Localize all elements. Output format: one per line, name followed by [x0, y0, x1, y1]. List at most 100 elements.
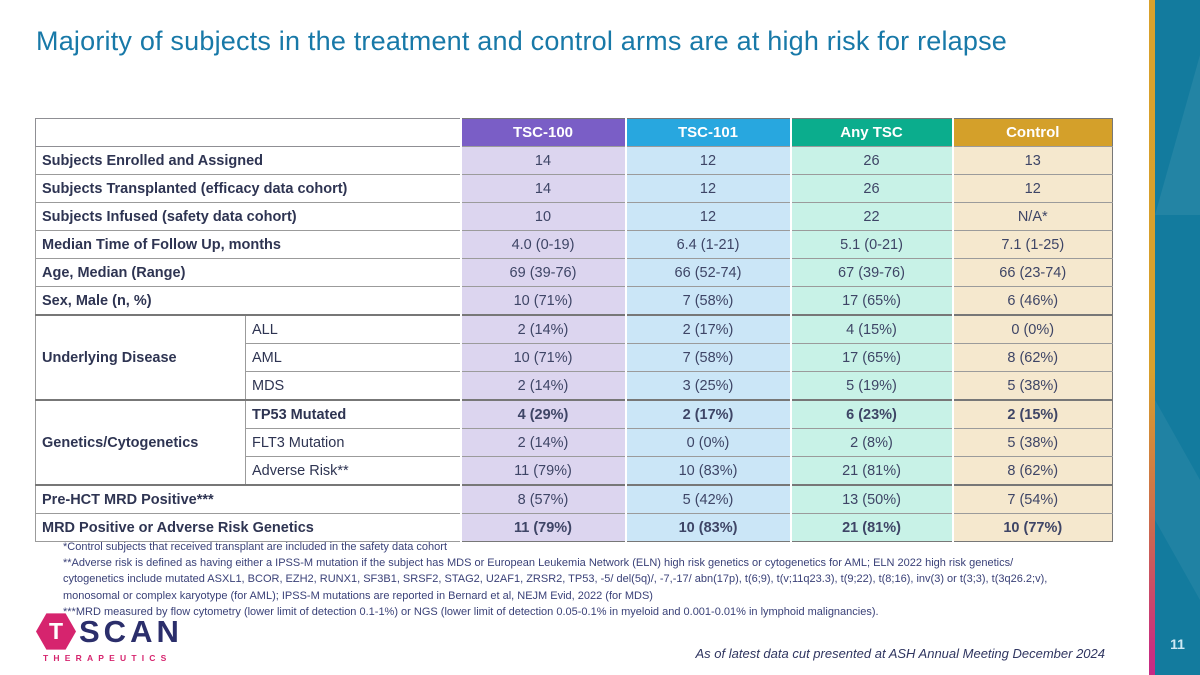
page-number: 11	[1170, 636, 1185, 652]
data-cell: 26	[789, 174, 953, 203]
data-cell: 2 (14%)	[459, 428, 626, 457]
data-cell: 10 (83%)	[624, 513, 791, 542]
row-label: Sex, Male (n, %)	[35, 286, 461, 316]
data-cell: 2 (14%)	[459, 314, 626, 344]
data-cell: 66 (23-74)	[951, 258, 1113, 287]
table-row: FLT3 Mutation 2 (14%) 0 (0%) 2 (8%) 5 (38%)	[36, 428, 1113, 457]
data-cell: 4.0 (0-19)	[459, 230, 626, 259]
footnotes: *Control subjects that received transpla…	[63, 539, 1148, 620]
row-label: Subjects Transplanted (efficacy data coh…	[35, 174, 461, 203]
data-cell: 11 (79%)	[459, 456, 626, 485]
data-cell: 11 (79%)	[459, 513, 626, 542]
data-cell: 8 (62%)	[951, 343, 1113, 372]
data-cell: N/A*	[951, 202, 1113, 231]
logo-hex-letter: T	[48, 618, 64, 644]
subjects-table: TSC-100 TSC-101 Any TSC Control Subjects En…	[35, 118, 1113, 542]
row-group-label: Genetics/Cytogenetics	[35, 399, 246, 486]
table-row: Subjects Infused (safety data cohort) 10 1…	[35, 202, 1113, 231]
row-sub-label: FLT3 Mutation	[245, 428, 461, 457]
row-sub-label: TP53 Mutated	[245, 399, 461, 429]
data-cell: 8 (57%)	[459, 484, 626, 514]
table-row: MDS 2 (14%) 3 (25%) 5 (19%) 5 (38%)	[36, 371, 1113, 401]
data-cell: 5 (38%)	[951, 371, 1113, 400]
data-cell: 66 (52-74)	[624, 258, 791, 287]
row-label: Subjects Enrolled and Assigned	[35, 146, 461, 175]
row-label: Age, Median (Range)	[35, 258, 461, 287]
data-cell: 14	[459, 174, 626, 203]
data-cell: 5.1 (0-21)	[789, 230, 953, 259]
data-cell: 7 (58%)	[624, 343, 791, 372]
data-cell: 7 (54%)	[951, 484, 1113, 514]
data-cell: 10	[459, 202, 626, 231]
row-group-label: Underlying Disease	[35, 314, 246, 401]
row-label: Median Time of Follow Up, months	[35, 230, 461, 259]
table-row: Underlying Disease ALL 2 (14%) 2 (17%) 4 (15…	[35, 314, 1113, 401]
gradient-stripe	[1149, 0, 1155, 675]
data-cell: 6.4 (1-21)	[624, 230, 791, 259]
data-cell: 5 (19%)	[789, 371, 953, 400]
footnote-line: **Adverse risk is defined as having eith…	[63, 557, 1014, 570]
data-cell: 4 (29%)	[459, 399, 626, 429]
data-cell: 10 (77%)	[951, 513, 1113, 542]
data-cell: 21 (81%)	[789, 456, 953, 485]
table-body: Subjects Enrolled and Assigned 14 12 26 13 Su…	[35, 146, 1113, 542]
footnote-line: cytogenetics include mutated ASXL1, BCOR…	[63, 573, 1048, 586]
data-cell: 17 (65%)	[789, 286, 953, 315]
band-pattern-bottom	[1155, 400, 1200, 600]
row-sub-label: MDS	[245, 371, 461, 401]
row-label: Pre-HCT MRD Positive***	[35, 484, 461, 514]
data-cell: 6 (46%)	[951, 286, 1113, 315]
subjects-table-wrap: TSC-100 TSC-101 Any TSC Control Subjects En…	[35, 118, 1113, 542]
table-row: Subjects Transplanted (efficacy data coh…	[35, 174, 1113, 203]
data-cell: 5 (38%)	[951, 428, 1113, 457]
logo-wordmark: SCAN	[79, 613, 183, 649]
footnote-line: ***MRD measured by flow cytometry (lower…	[63, 605, 879, 618]
slide-title: Majority of subjects in the treatment an…	[36, 26, 1008, 56]
table-row: MRD Positive or Adverse Risk Genetics 11 …	[35, 513, 1113, 542]
tscan-hexagon-icon: T	[36, 613, 76, 650]
data-cell: 13	[951, 146, 1113, 175]
table-corner-cell	[35, 118, 461, 147]
data-cell: 12	[624, 202, 791, 231]
table-row: AML 10 (71%) 7 (58%) 17 (65%) 8 (62%)	[36, 343, 1113, 372]
data-cell: 67 (39-76)	[789, 258, 953, 287]
row-sub-label: Adverse Risk**	[245, 456, 461, 486]
data-cell: 3 (25%)	[624, 371, 791, 400]
data-cell: 5 (42%)	[624, 484, 791, 514]
data-cell: 6 (23%)	[789, 399, 953, 429]
row-sub-label: AML	[245, 343, 461, 372]
logo-subtitle: THERAPEUTICS	[43, 653, 172, 663]
footnote-line: monosomal or complex karyotype (for AML)…	[63, 589, 653, 602]
column-header-control: Control	[951, 118, 1113, 147]
data-cell: 2 (17%)	[624, 314, 791, 344]
data-cut-annotation: As of latest data cut presented at ASH A…	[695, 646, 1106, 661]
data-cell: 10 (71%)	[459, 343, 626, 372]
row-sub-label: ALL	[245, 314, 461, 344]
data-cell: 2 (8%)	[789, 428, 953, 457]
column-header-any-tsc: Any TSC	[789, 118, 953, 147]
table-row: Genetics/Cytogenetics TP53 Mutated 4 (29%)…	[35, 399, 1113, 486]
data-cell: 0 (0%)	[624, 428, 791, 457]
table-header: TSC-100 TSC-101 Any TSC Control	[35, 118, 1113, 147]
data-cell: 2 (17%)	[624, 399, 791, 429]
data-cell: 13 (50%)	[789, 484, 953, 514]
data-cell: 2 (15%)	[951, 399, 1113, 429]
data-cell: 8 (62%)	[951, 456, 1113, 485]
table-row: Sex, Male (n, %) 10 (71%) 7 (58%) 17 (65%) 6…	[35, 286, 1113, 316]
data-cell: 4 (15%)	[789, 314, 953, 344]
column-header-tsc-101: TSC-101	[624, 118, 791, 147]
footnote-line: *Control subjects that received transpla…	[63, 541, 448, 553]
data-cell: 17 (65%)	[789, 343, 953, 372]
data-cell: 7.1 (1-25)	[951, 230, 1113, 259]
tscan-logo: T SCAN THERAPEUTICS	[36, 613, 226, 663]
row-label: MRD Positive or Adverse Risk Genetics	[35, 513, 461, 542]
data-cell: 0 (0%)	[951, 314, 1113, 344]
data-cell: 12	[951, 174, 1113, 203]
data-cell: 10 (71%)	[459, 286, 626, 315]
table-row: Subjects Enrolled and Assigned 14 12 26 13	[35, 146, 1113, 175]
side-band	[1155, 0, 1200, 675]
data-cell: 12	[624, 146, 791, 175]
data-cell: 7 (58%)	[624, 286, 791, 315]
data-cell: 26	[789, 146, 953, 175]
